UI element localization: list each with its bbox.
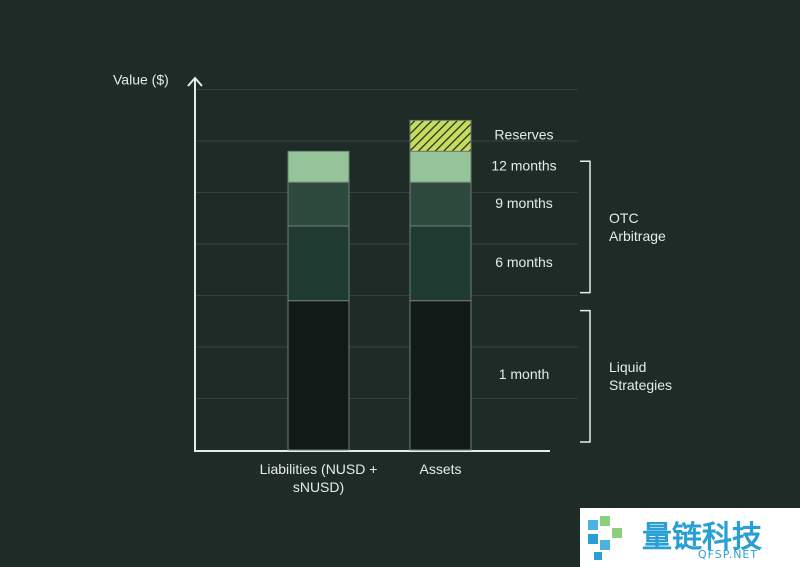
- bar-segment: [409, 225, 472, 302]
- bar-segment: [409, 119, 472, 152]
- axes: [187, 76, 550, 452]
- bar-segment: [287, 225, 350, 302]
- group-bracket: [580, 309, 591, 443]
- x-tick-label: Assets: [419, 461, 462, 477]
- series-label: Reserves: [494, 127, 553, 143]
- series-label: 12 months: [491, 157, 556, 173]
- series-label: 9 months: [495, 195, 553, 211]
- x-tick-label: Liabilities (NUSD + sNUSD): [259, 461, 378, 495]
- watermark-logo: [588, 516, 622, 560]
- bar-segment: [409, 150, 472, 183]
- watermark-name: 量链科技: [642, 520, 762, 555]
- bar-segment: [287, 150, 350, 183]
- series-label: 1 month: [499, 366, 550, 382]
- y-axis-label: Value ($): [113, 72, 169, 88]
- group-bracket: [580, 160, 591, 294]
- bar-segment: [287, 181, 350, 227]
- bar-segment: [409, 300, 472, 451]
- group-label: OTC Arbitrage: [609, 209, 666, 244]
- watermark-url: QFSP.NET: [698, 548, 759, 561]
- group-label: Liquid Strategies: [609, 359, 673, 394]
- bar-segment: [287, 300, 350, 451]
- bar-segment: [409, 181, 472, 227]
- grid: [195, 89, 578, 399]
- watermark: 量链科技 QFSP.NET: [580, 508, 800, 567]
- series-label: 6 months: [495, 254, 553, 270]
